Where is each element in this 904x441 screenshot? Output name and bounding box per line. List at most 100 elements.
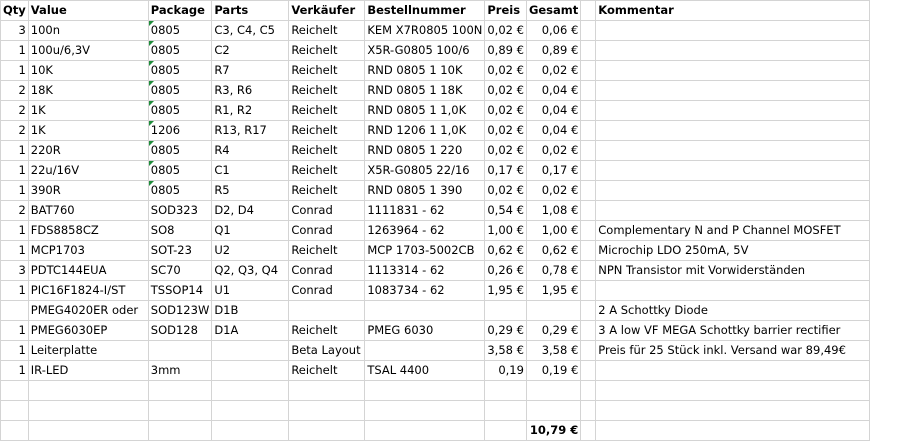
cell-order-number[interactable]: MCP 1703-5002CB <box>364 240 486 261</box>
cell-parts[interactable] <box>211 400 290 421</box>
cell-package[interactable]: 3mm <box>147 360 213 381</box>
cell-spacer[interactable] <box>580 100 597 121</box>
cell-qty[interactable]: 3 <box>0 20 29 41</box>
cell-comment[interactable]: 2 A Schottky Diode <box>595 300 871 321</box>
cell-order-number[interactable]: 1113314 - 62 <box>364 260 486 281</box>
cell-parts[interactable] <box>211 360 290 381</box>
cell-spacer[interactable] <box>580 400 597 421</box>
header-order-number[interactable]: Bestellnummer <box>364 0 486 21</box>
cell-total[interactable]: 1,00 € <box>525 220 582 241</box>
cell-order-number[interactable]: RND 0805 1 220 <box>364 140 486 161</box>
cell-value[interactable]: PIC16F1824-I/ST <box>27 280 149 301</box>
grand-total-cell[interactable]: 10,79 € <box>525 420 582 441</box>
cell-vendor[interactable]: Reichelt <box>288 40 366 61</box>
cell-price[interactable]: 3,58 € <box>484 340 527 361</box>
cell-vendor[interactable]: Reichelt <box>288 100 366 121</box>
cell-total[interactable]: 0,19 € <box>525 360 582 381</box>
cell-value[interactable]: 18K <box>27 80 149 101</box>
cell-value[interactable]: 390R <box>27 180 149 201</box>
cell-comment[interactable] <box>595 80 871 101</box>
cell-parts[interactable]: C3, C4, C5 <box>211 20 290 41</box>
cell-comment[interactable]: Preis für 25 Stück inkl. Versand war 89,… <box>595 340 871 361</box>
cell-package[interactable]: 0805 <box>147 160 213 181</box>
cell-vendor[interactable]: Conrad <box>288 280 366 301</box>
cell-parts[interactable]: R1, R2 <box>211 100 290 121</box>
cell-value[interactable]: 1K <box>27 100 149 121</box>
cell-price[interactable]: 0,17 € <box>484 160 527 181</box>
cell-order-number[interactable]: KEM X7R0805 100N <box>364 20 486 41</box>
empty-cell[interactable] <box>27 420 149 441</box>
empty-cell[interactable] <box>288 420 366 441</box>
empty-cell[interactable] <box>211 420 290 441</box>
cell-order-number[interactable]: X5R-G0805 100/6 <box>364 40 486 61</box>
cell-price[interactable]: 1,00 € <box>484 220 527 241</box>
cell-total[interactable]: 1,08 € <box>525 200 582 221</box>
cell-qty[interactable] <box>0 300 29 321</box>
cell-comment[interactable] <box>595 180 871 201</box>
cell-package[interactable]: 1206 <box>147 120 213 141</box>
cell-spacer[interactable] <box>580 200 597 221</box>
cell-parts[interactable]: R7 <box>211 60 290 81</box>
empty-cell[interactable] <box>364 420 486 441</box>
cell-price[interactable]: 0,02 € <box>484 80 527 101</box>
cell-order-number[interactable]: RND 0805 1 18K <box>364 80 486 101</box>
header-value[interactable]: Value <box>27 0 149 21</box>
cell-value[interactable]: 1K <box>27 120 149 141</box>
cell-qty[interactable]: 3 <box>0 260 29 281</box>
cell-qty[interactable]: 1 <box>0 180 29 201</box>
cell-parts[interactable]: U2 <box>211 240 290 261</box>
cell-price[interactable]: 0,62 € <box>484 240 527 261</box>
cell-parts[interactable] <box>211 340 290 361</box>
cell-total[interactable]: 1,95 € <box>525 280 582 301</box>
cell-comment[interactable] <box>595 360 871 381</box>
cell-parts[interactable]: Q2, Q3, Q4 <box>211 260 290 281</box>
cell-qty[interactable]: 1 <box>0 340 29 361</box>
cell-parts[interactable]: U1 <box>211 280 290 301</box>
empty-cell[interactable] <box>595 420 871 441</box>
cell-price[interactable]: 0,02 € <box>484 120 527 141</box>
cell-parts[interactable]: R5 <box>211 180 290 201</box>
cell-price[interactable] <box>484 380 527 401</box>
cell-order-number[interactable]: TSAL 4400 <box>364 360 486 381</box>
cell-comment[interactable] <box>595 200 871 221</box>
cell-comment[interactable] <box>595 280 871 301</box>
empty-cell[interactable] <box>484 420 527 441</box>
cell-parts[interactable]: C1 <box>211 160 290 181</box>
cell-price[interactable] <box>484 300 527 321</box>
cell-vendor[interactable] <box>288 380 366 401</box>
cell-total[interactable] <box>525 380 582 401</box>
cell-comment[interactable] <box>595 400 871 421</box>
cell-value[interactable] <box>27 380 149 401</box>
cell-vendor[interactable]: Reichelt <box>288 180 366 201</box>
cell-spacer[interactable] <box>580 360 597 381</box>
cell-spacer[interactable] <box>580 220 597 241</box>
cell-qty[interactable]: 2 <box>0 120 29 141</box>
cell-spacer[interactable] <box>580 180 597 201</box>
header-total[interactable]: Gesamt <box>525 0 582 21</box>
cell-comment[interactable] <box>595 140 871 161</box>
empty-cell[interactable] <box>0 420 29 441</box>
header-vendor[interactable]: Verkäufer <box>288 0 366 21</box>
cell-vendor[interactable] <box>288 400 366 421</box>
cell-package[interactable]: 0805 <box>147 100 213 121</box>
cell-value[interactable]: PDTC144EUA <box>27 260 149 281</box>
cell-price[interactable]: 1,95 € <box>484 280 527 301</box>
cell-comment[interactable] <box>595 160 871 181</box>
cell-vendor[interactable]: Conrad <box>288 260 366 281</box>
cell-value[interactable] <box>27 400 149 421</box>
cell-package[interactable] <box>147 380 213 401</box>
cell-qty[interactable] <box>0 400 29 421</box>
header-package[interactable]: Package <box>147 0 213 21</box>
header-price[interactable]: Preis <box>484 0 527 21</box>
cell-spacer[interactable] <box>580 340 597 361</box>
cell-comment[interactable] <box>595 100 871 121</box>
cell-value[interactable]: 22u/16V <box>27 160 149 181</box>
cell-value[interactable]: Leiterplatte <box>27 340 149 361</box>
cell-spacer[interactable] <box>580 40 597 61</box>
cell-comment[interactable]: 3 A low VF MEGA Schottky barrier rectifi… <box>595 320 871 341</box>
cell-package[interactable]: 0805 <box>147 80 213 101</box>
cell-price[interactable] <box>484 400 527 421</box>
cell-total[interactable]: 0,02 € <box>525 180 582 201</box>
cell-spacer[interactable] <box>580 60 597 81</box>
cell-price[interactable]: 0,26 € <box>484 260 527 281</box>
